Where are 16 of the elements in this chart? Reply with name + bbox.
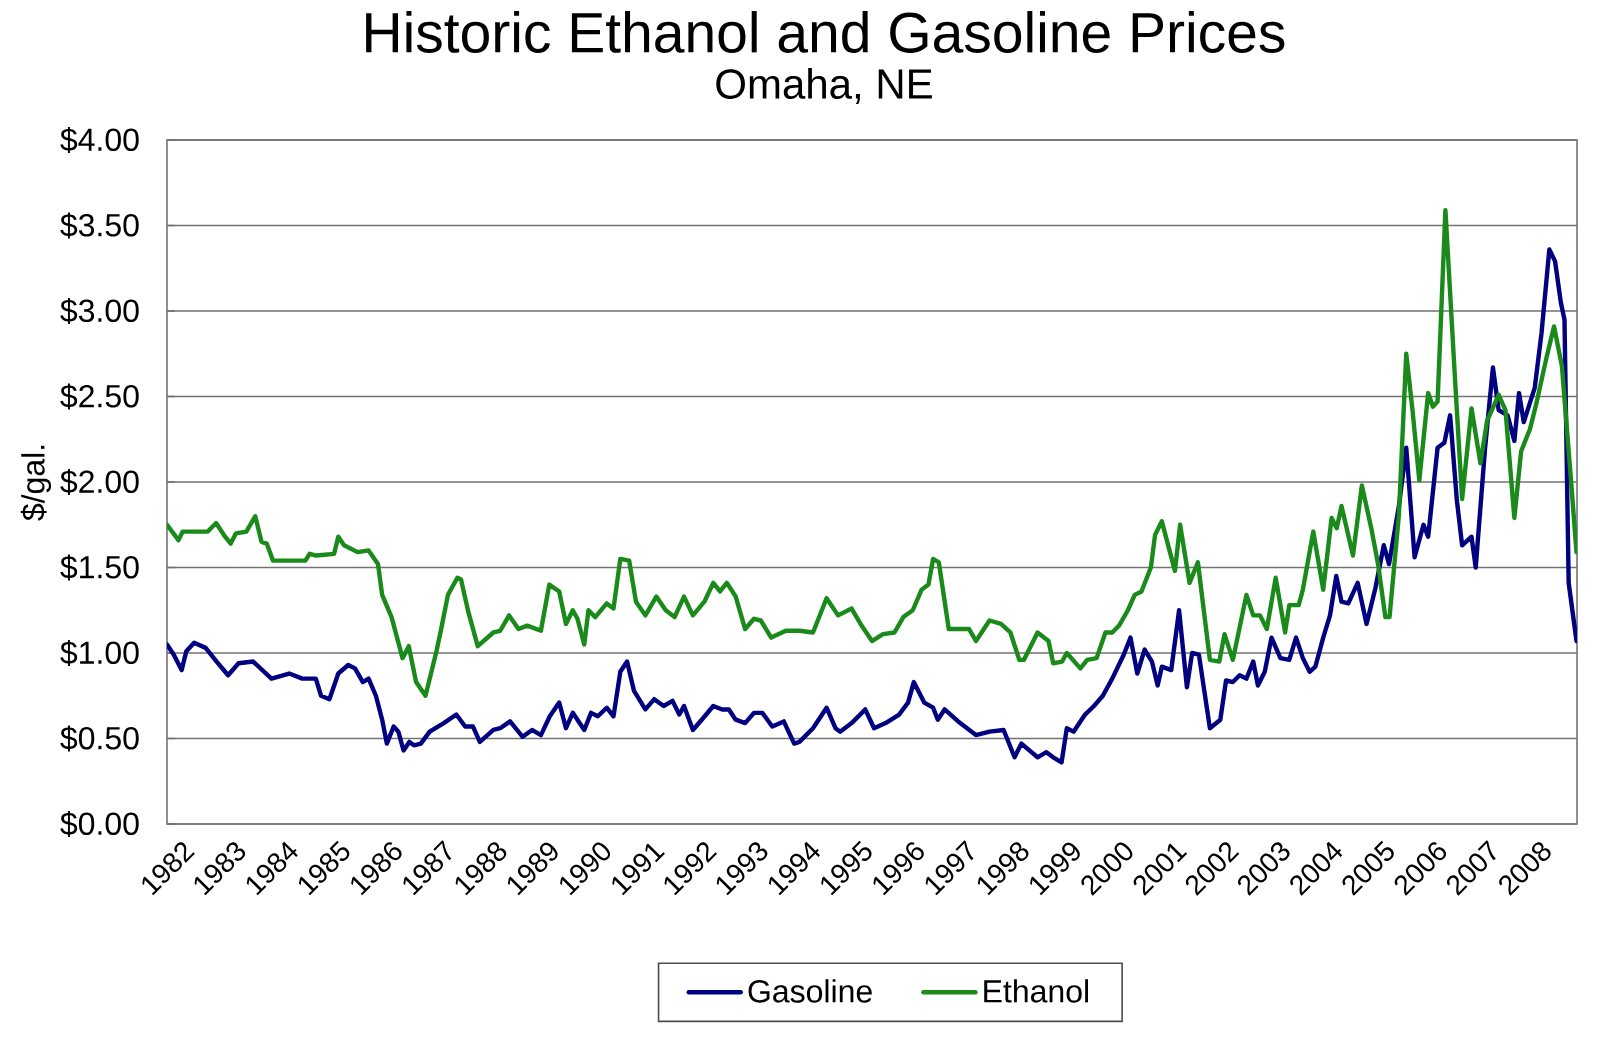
- y-tick-label: $1.00: [60, 640, 139, 666]
- y-axis-title: $/gal.: [20, 445, 52, 521]
- y-tick-label: $0.00: [60, 811, 139, 837]
- y-tick-label: $2.50: [60, 383, 139, 410]
- y-tick-label: $0.50: [60, 725, 139, 752]
- legend-label: Ethanol: [984, 979, 1088, 1003]
- legend-label: Gasoline: [748, 979, 872, 1003]
- y-tick-label: $2.00: [60, 469, 139, 495]
- y-tick-label: $4.00: [60, 127, 139, 153]
- chart-subtitle: Omaha, NE: [716, 68, 932, 104]
- chart-title: Historic Ethanol and Gasoline Prices: [366, 11, 1285, 53]
- line-series: [167, 207, 1578, 698]
- line-series: [167, 247, 1578, 765]
- y-tick-label: $3.00: [60, 298, 139, 324]
- y-tick-label: $1.50: [60, 554, 139, 581]
- y-tick-label: $3.50: [60, 212, 139, 239]
